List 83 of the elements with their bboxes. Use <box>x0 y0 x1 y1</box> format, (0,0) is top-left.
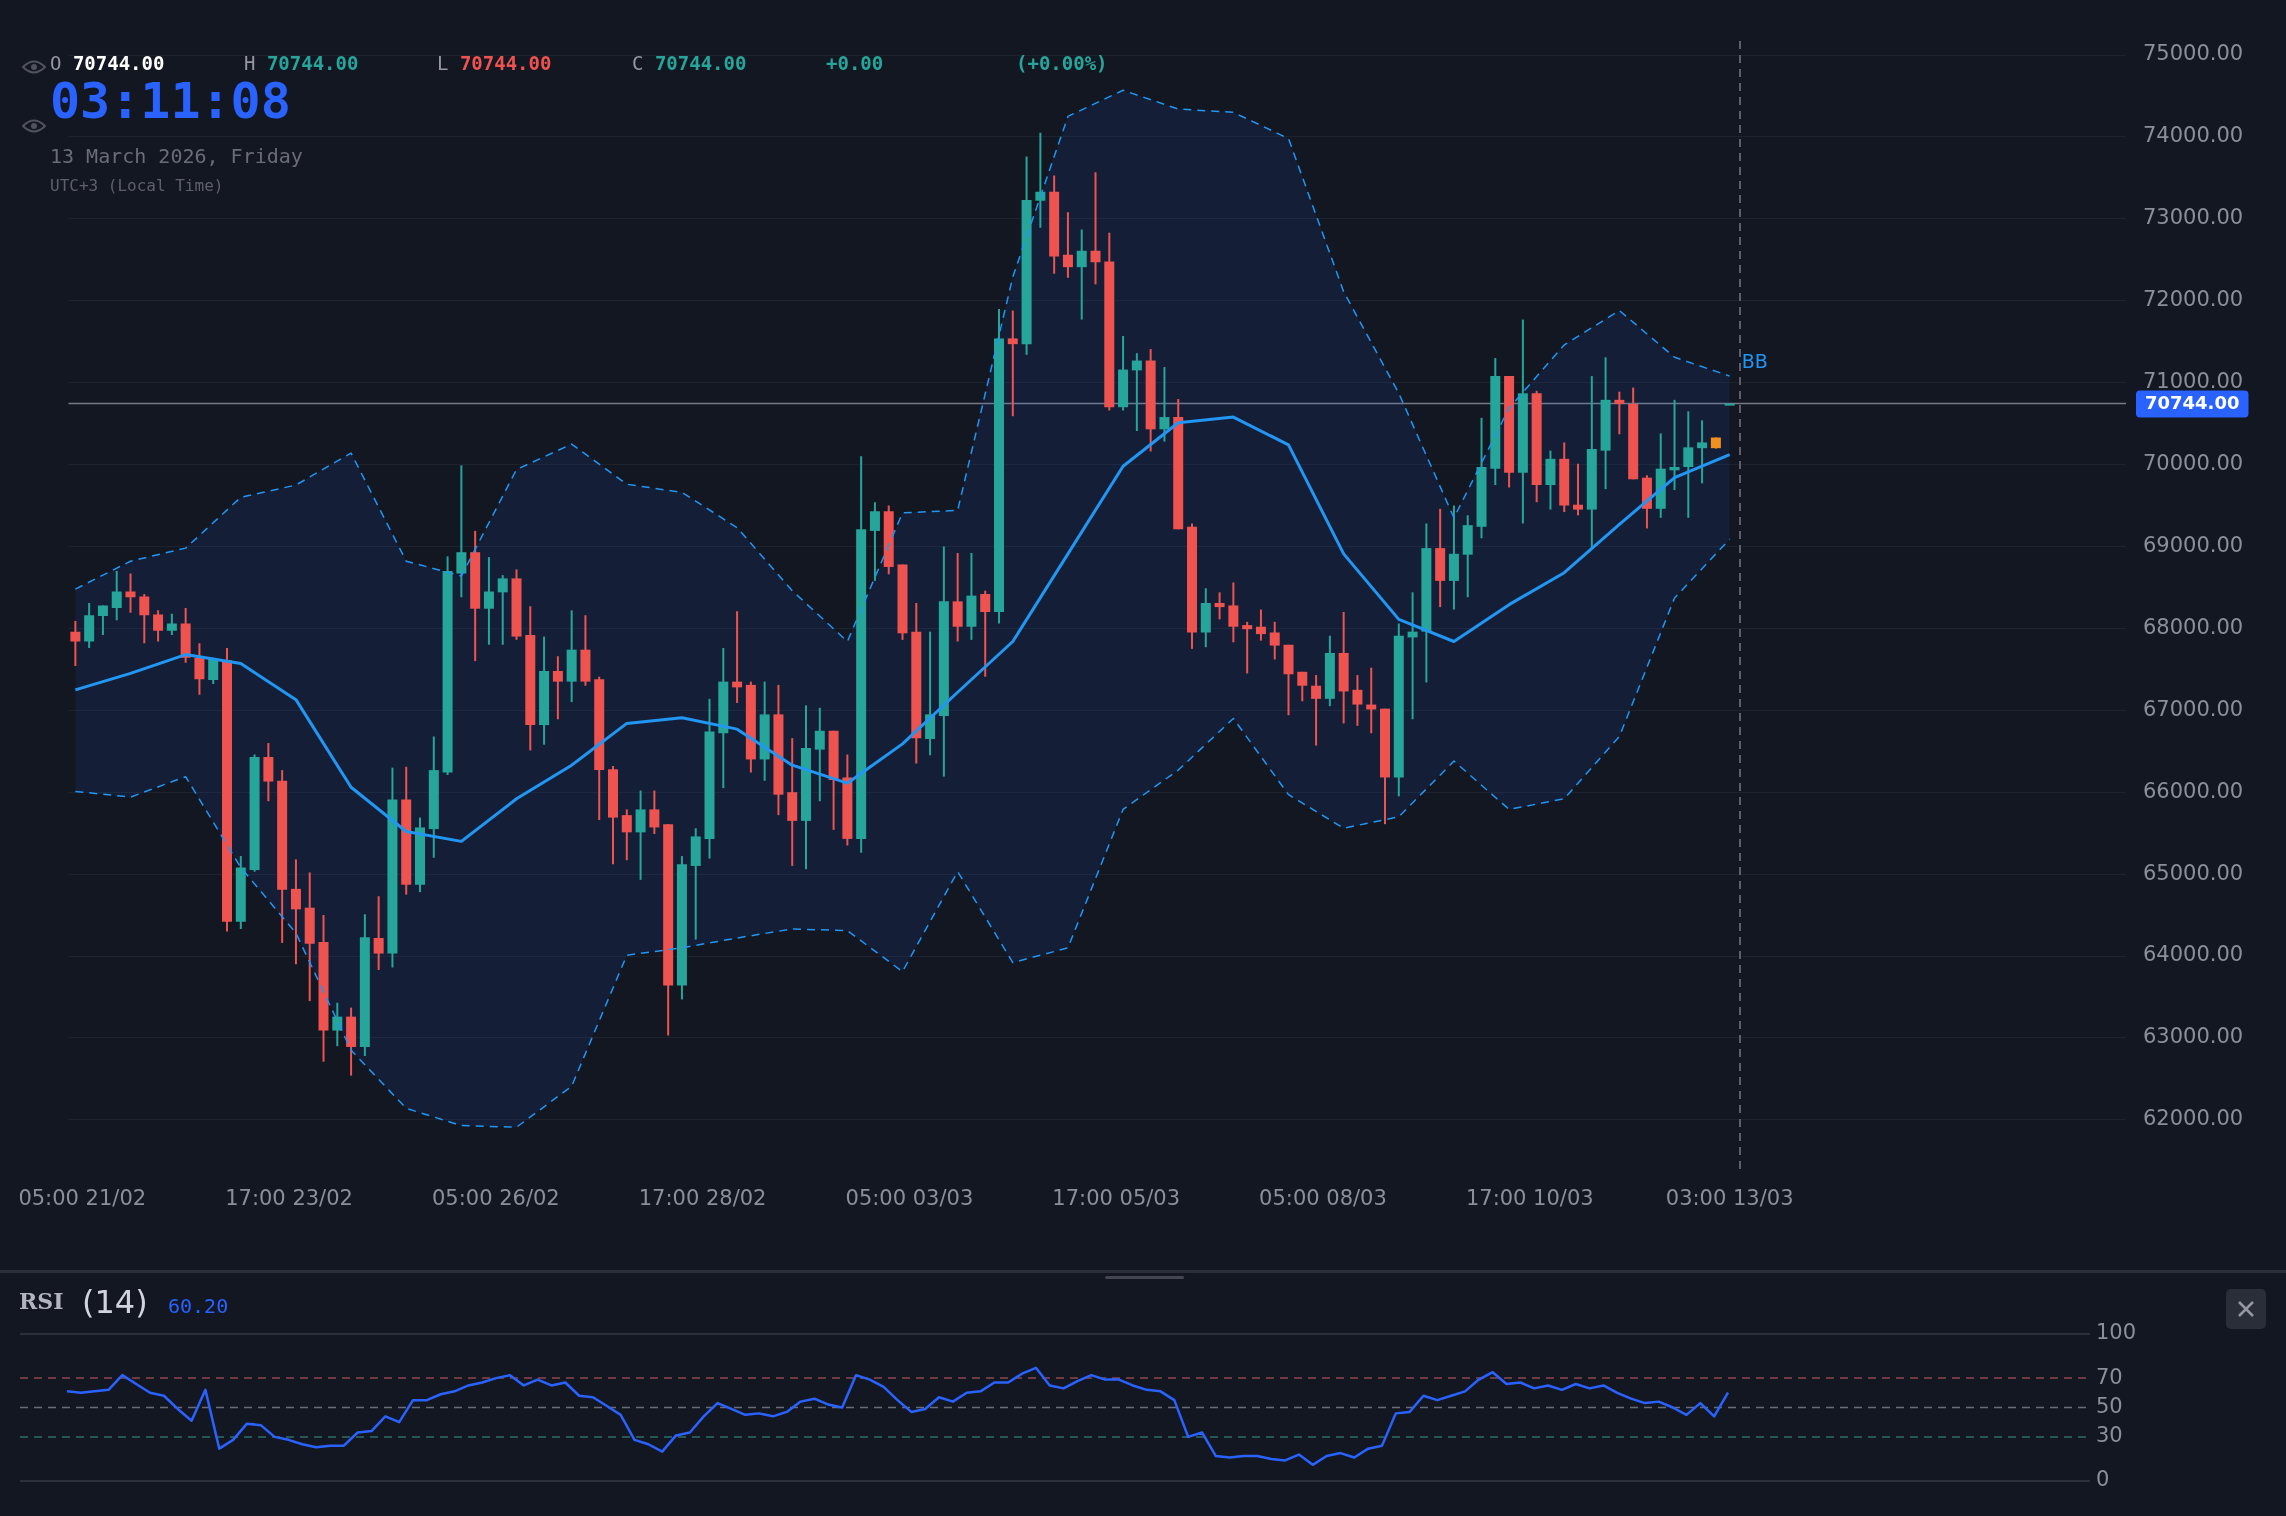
y-tick-label: 69000.00 <box>2143 532 2244 557</box>
candlestick <box>1090 171 1101 286</box>
annotation: O 70744.00 <box>50 52 165 74</box>
candlestick <box>1683 410 1694 519</box>
candlestick <box>97 604 108 636</box>
candlestick <box>621 808 632 862</box>
y-tick-label: 67000.00 <box>2143 696 2244 721</box>
candlestick <box>456 464 467 599</box>
candlestick <box>635 789 646 881</box>
series-label: BB <box>1741 349 1768 372</box>
annotation: (+0.00%) <box>1016 52 1108 74</box>
y-tick-label: 73000.00 <box>2143 205 2244 230</box>
y-tick-label: 71000.00 <box>2143 369 2244 394</box>
annotation: UTC+3 (Local Time) <box>50 176 224 195</box>
candlestick <box>1311 674 1322 747</box>
chart-subtitle: (14) <box>82 1283 148 1321</box>
annotation: 03:11:08 <box>50 72 291 130</box>
candlestick <box>1269 620 1280 661</box>
x-tick-label: 05:00 26/02 <box>431 1186 560 1211</box>
candlestick <box>332 1001 343 1048</box>
x-tick-label: 17:00 28/02 <box>638 1186 767 1211</box>
candlestick <box>1062 211 1073 279</box>
candlestick <box>1297 670 1308 703</box>
y-tick-label: 100 <box>2096 1320 2137 1345</box>
annotation: +0.00 <box>826 52 884 74</box>
candlestick <box>1228 581 1239 644</box>
candlestick <box>139 592 150 645</box>
candlestick <box>1242 620 1253 675</box>
chart-title: RSI <box>19 1288 64 1314</box>
candlestick <box>497 574 508 646</box>
x-tick-label: 05:00 08/03 <box>1259 1186 1387 1211</box>
candlestick <box>194 642 205 696</box>
line-series <box>74 538 1731 1128</box>
candlestick <box>1255 608 1266 642</box>
candlestick <box>1131 352 1142 432</box>
y-tick-label: 30 <box>2096 1423 2123 1448</box>
y-tick-label: 74000.00 <box>2143 123 2244 148</box>
y-tick-label: 66000.00 <box>2143 778 2244 803</box>
annotation: H 70744.00 <box>244 52 359 74</box>
candlestick <box>980 589 991 678</box>
candlestick <box>1614 390 1625 436</box>
candlestick <box>1035 131 1046 229</box>
y-tick-label: 70 <box>2096 1364 2123 1389</box>
y-tick-label: 50 <box>2096 1393 2123 1418</box>
candlestick <box>649 789 660 835</box>
candlestick <box>373 895 384 971</box>
candlestick <box>290 858 301 966</box>
candlestick <box>1159 366 1170 443</box>
y-tick-label: 72000.00 <box>2143 287 2244 312</box>
candlestick <box>1007 309 1018 418</box>
y-tick-label: 64000.00 <box>2143 942 2244 967</box>
y-tick-label: 75000.00 <box>2143 41 2244 66</box>
text: 60.20 <box>168 1294 229 1318</box>
candlestick <box>153 609 164 643</box>
x-tick-label: 17:00 05/03 <box>1052 1186 1181 1211</box>
candlestick <box>1669 398 1680 491</box>
candlestick <box>814 706 825 803</box>
candlestick <box>869 501 880 582</box>
x-tick-label: 05:00 03/03 <box>845 1186 974 1211</box>
y-tick-label: 0 <box>2096 1467 2110 1492</box>
x-tick-label: 05:00 21/02 <box>18 1186 147 1211</box>
candlestick <box>111 570 122 622</box>
y-tick-label: 62000.00 <box>2143 1106 2244 1131</box>
ref-line-label: 70744.00 <box>2145 392 2240 414</box>
candlestick <box>1573 462 1584 517</box>
candlestick <box>552 655 563 721</box>
x-tick-label: 17:00 10/03 <box>1465 1186 1594 1211</box>
annotation: C 70744.00 <box>632 52 747 74</box>
annotation: L 70744.00 <box>437 52 552 74</box>
candlestick <box>1076 228 1087 321</box>
x-tick-label: 03:00 13/03 <box>1665 1186 1794 1211</box>
candlestick <box>1214 591 1225 621</box>
candlestick <box>70 620 81 668</box>
y-tick-label: 65000.00 <box>2143 860 2244 885</box>
candlestick <box>1697 419 1708 485</box>
candlestick <box>483 556 494 646</box>
x-tick-label: 17:00 23/02 <box>225 1186 353 1211</box>
candlestick <box>166 612 177 636</box>
y-tick-label: 70000.00 <box>2143 451 2244 476</box>
annotation: 13 March 2026, Friday <box>50 144 303 168</box>
candlestick <box>1352 674 1363 727</box>
y-tick-label: 63000.00 <box>2143 1024 2244 1049</box>
y-tick-label: 68000.00 <box>2143 614 2244 639</box>
